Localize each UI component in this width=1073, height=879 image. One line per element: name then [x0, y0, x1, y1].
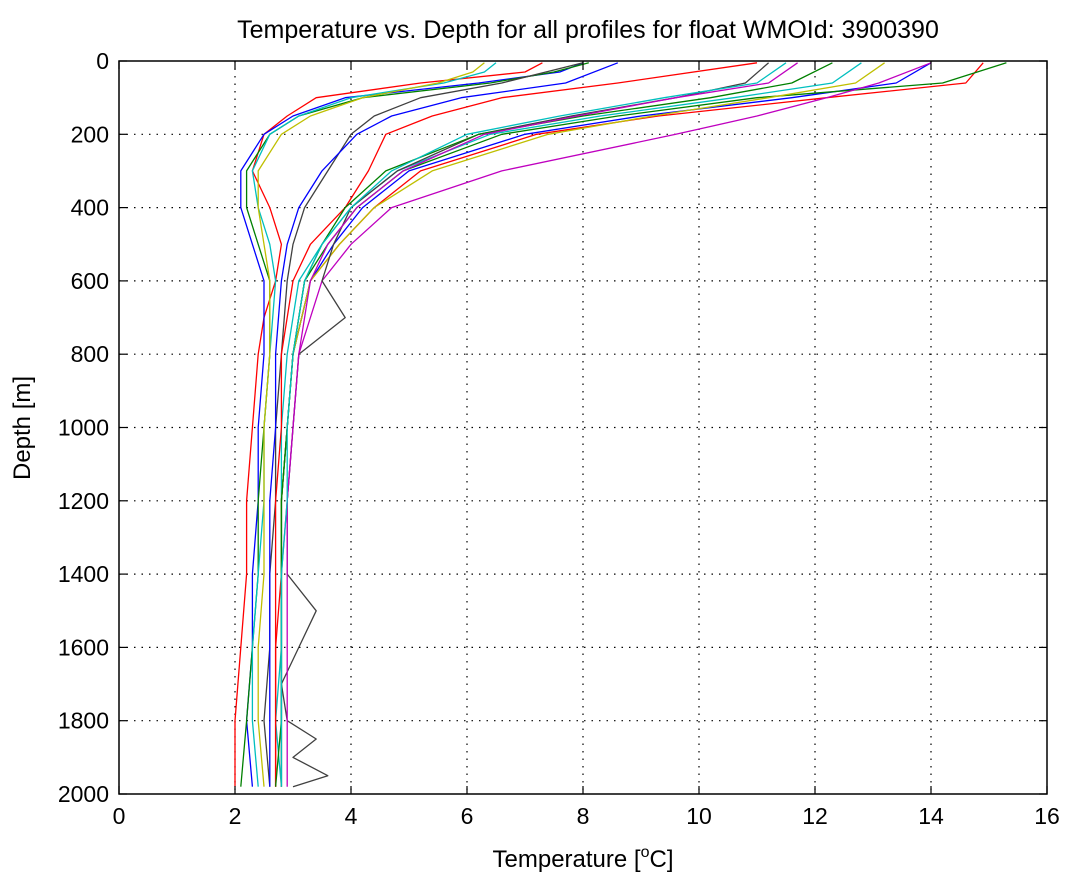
- x-axis-label-main: Temperature [: [493, 846, 641, 873]
- y-tick-label: 1800: [58, 708, 109, 734]
- grid-lines: [119, 61, 1047, 794]
- y-tick-label: 1200: [58, 488, 109, 514]
- y-tick-label: 0: [96, 48, 109, 74]
- x-tick-label: 8: [577, 803, 590, 829]
- profile-line-18: [280, 62, 787, 787]
- x-tick-label: 14: [918, 803, 944, 829]
- profile-line-13: [263, 62, 584, 787]
- plot-area: [234, 62, 1007, 788]
- x-tick-label: 16: [1034, 803, 1060, 829]
- profile-line-9: [240, 62, 584, 787]
- y-tick-label: 2000: [58, 781, 109, 807]
- y-tick-label: 800: [71, 341, 109, 367]
- x-axis-label: Temperature [oC]: [493, 844, 674, 873]
- profile-line-4: [274, 62, 862, 787]
- profile-line-2: [280, 62, 932, 787]
- profile-line-8: [234, 62, 543, 787]
- profile-line-17: [286, 62, 798, 787]
- y-tick-label: 600: [71, 268, 109, 294]
- profile-line-7: [280, 62, 770, 788]
- x-axis-ticks: 0 2 4 6 8 10 12 14 16: [113, 61, 1060, 829]
- x-tick-label: 4: [345, 803, 358, 829]
- y-tick-label: 1600: [58, 634, 109, 660]
- y-tick-label: 200: [71, 121, 109, 147]
- chart-title: Temperature vs. Depth for all profiles f…: [237, 16, 939, 44]
- y-axis-ticks: 0 200 400 600 800 1000 1200 1400 1600 1800 2000: [58, 48, 1047, 807]
- y-tick-label: 1000: [58, 415, 109, 441]
- x-axis-label-tail: C]: [649, 846, 673, 873]
- profile-line-1: [274, 62, 984, 787]
- profile-line-11: [251, 62, 497, 787]
- x-tick-label: 6: [461, 803, 474, 829]
- profile-line-14: [269, 62, 619, 787]
- profile-line-16: [274, 62, 833, 787]
- x-tick-label: 12: [802, 803, 828, 829]
- profile-line-6: [280, 62, 885, 787]
- x-tick-label: 10: [686, 803, 712, 829]
- x-axis-label-sup: o: [641, 844, 650, 861]
- profile-line-12: [257, 62, 485, 787]
- profile-line-5: [280, 62, 932, 787]
- x-tick-label: 0: [113, 803, 126, 829]
- x-tick-label: 2: [229, 803, 242, 829]
- y-axis-label: Depth [m]: [9, 376, 36, 480]
- profile-line-15: [274, 62, 758, 787]
- y-tick-label: 400: [71, 195, 109, 221]
- y-tick-label: 1400: [58, 561, 109, 587]
